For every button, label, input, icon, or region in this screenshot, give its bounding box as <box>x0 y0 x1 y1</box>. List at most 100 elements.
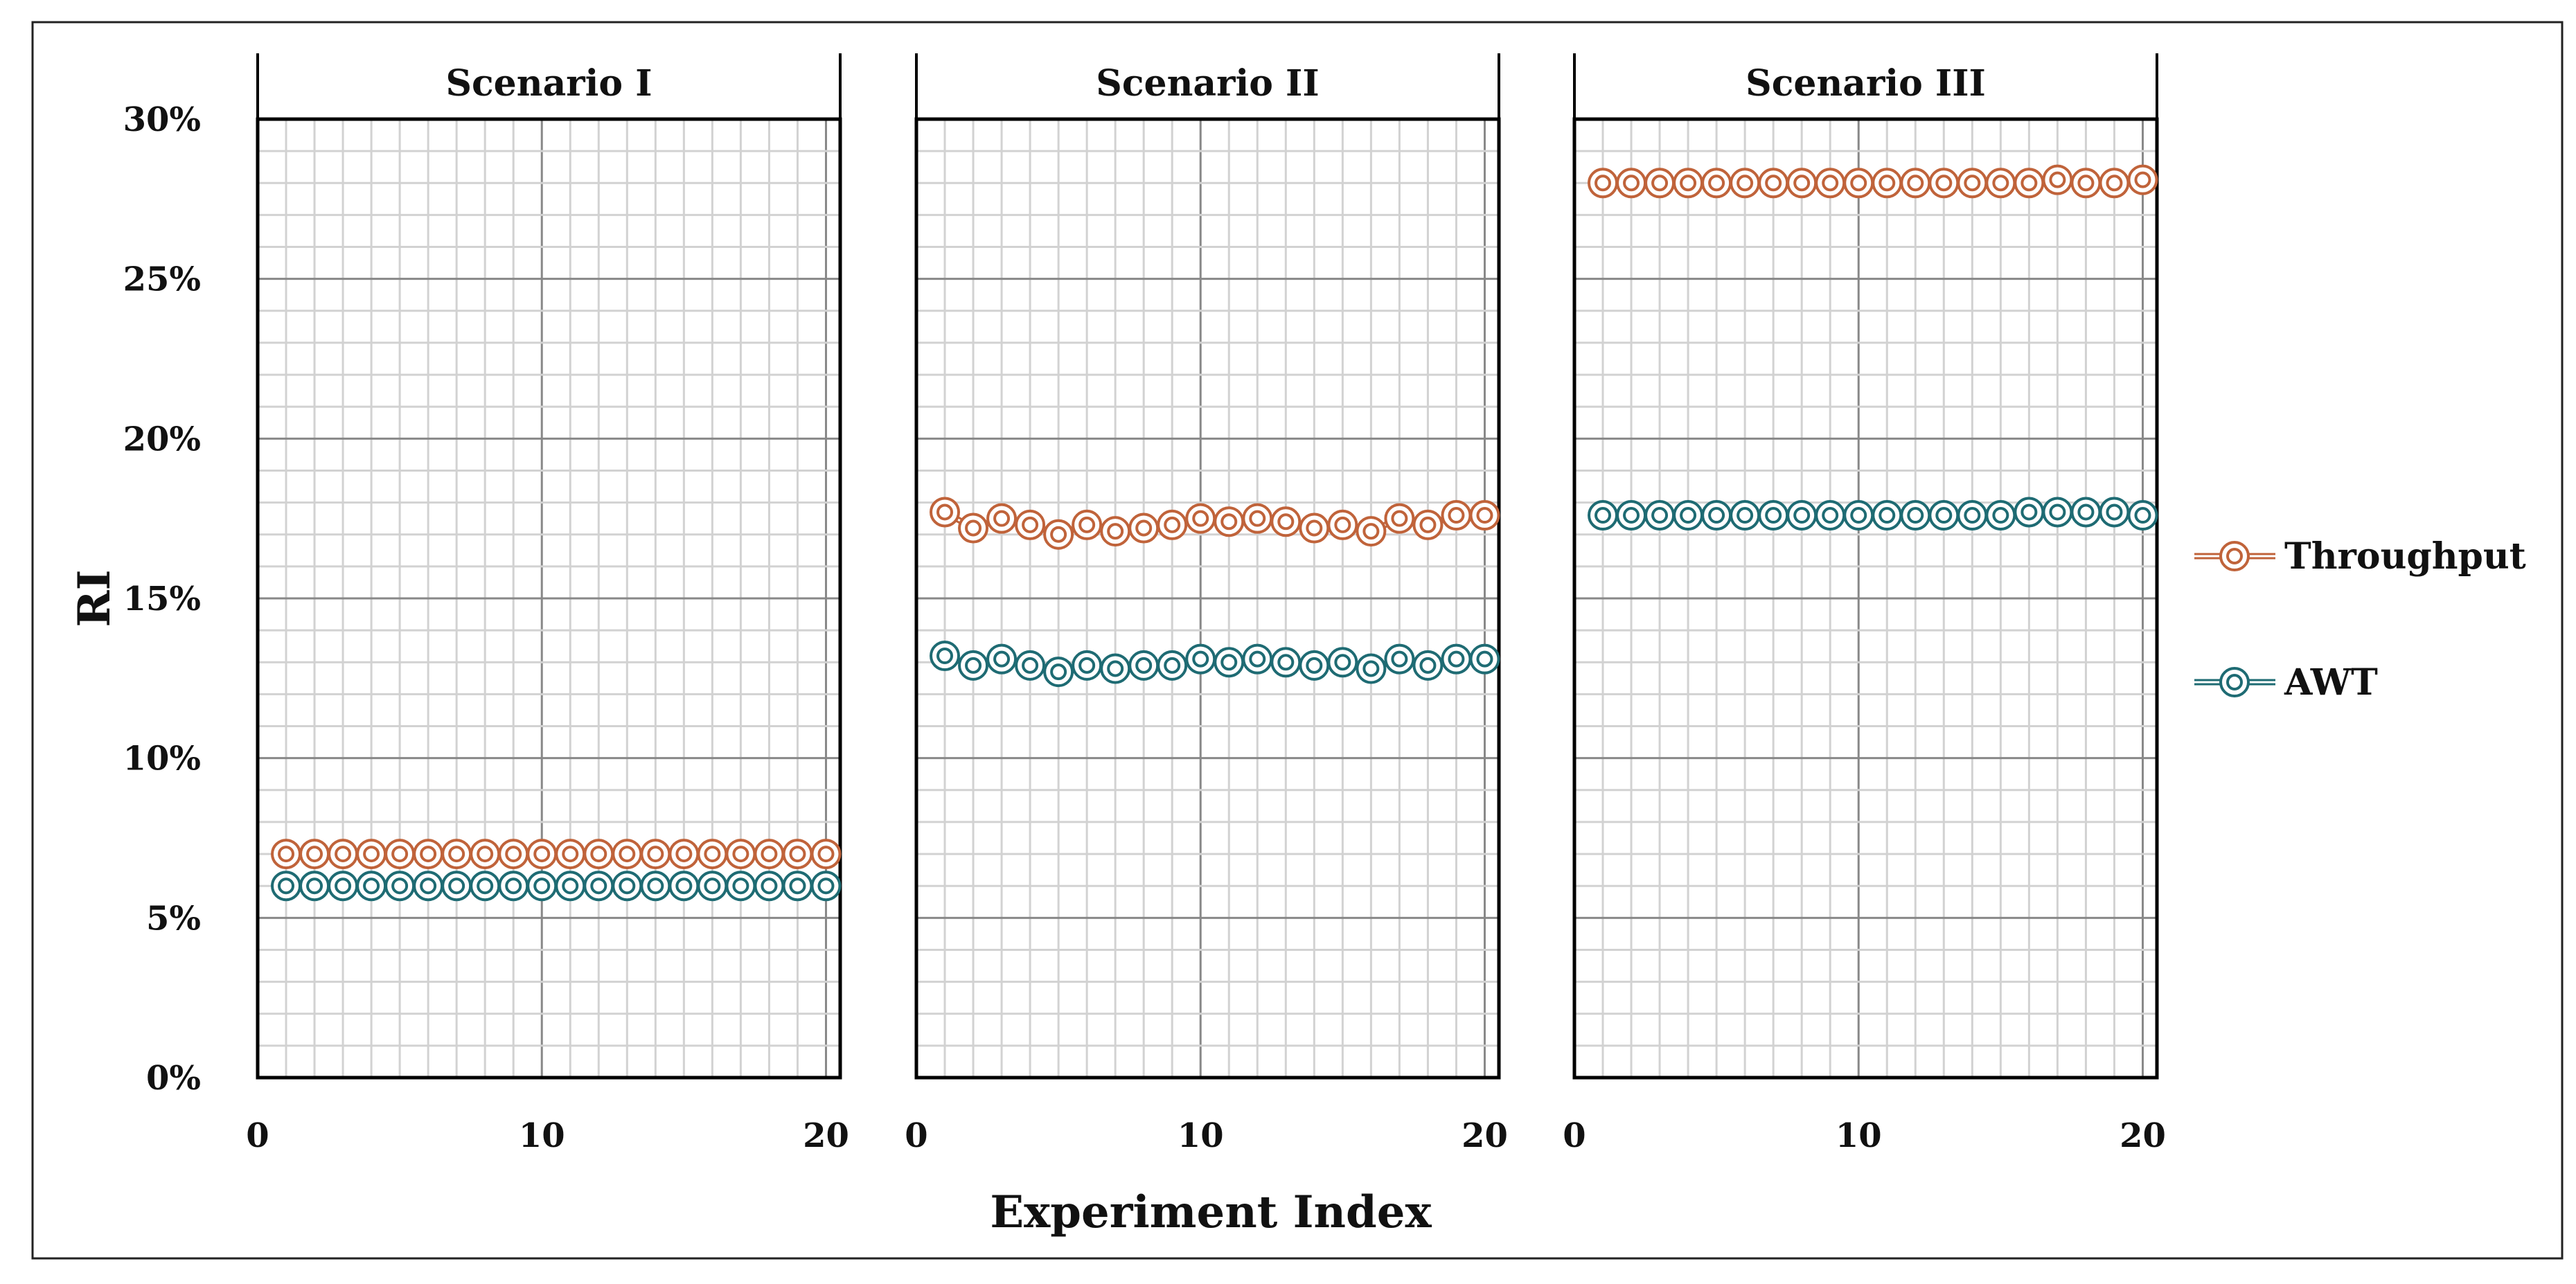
data-point-inner-throughput <box>1822 175 1839 192</box>
data-point-inner-awt <box>1651 507 1669 524</box>
data-point-inner-throughput <box>993 510 1011 527</box>
data-point-inner-throughput <box>1362 523 1380 540</box>
x-tick-label: 0 <box>905 1116 927 1155</box>
data-point-inner-throughput <box>936 503 954 521</box>
figure-border <box>31 21 2564 1260</box>
data-point-inner-awt <box>619 877 636 895</box>
data-point-inner-throughput <box>590 846 607 863</box>
data-point-inner-awt <box>1595 507 1612 524</box>
legend-label-throughput: Throughput <box>2284 535 2526 578</box>
y-tick-label: 15% <box>123 580 201 618</box>
data-point-inner-throughput <box>1391 510 1408 527</box>
data-point-inner-throughput <box>704 846 721 863</box>
data-point-inner-throughput <box>675 846 693 863</box>
data-point-inner-awt <box>1765 507 1782 524</box>
data-point-inner-awt <box>1050 663 1067 681</box>
data-point-inner-throughput <box>1448 507 1465 524</box>
y-tick-label: 10% <box>123 740 201 778</box>
data-point-inner-awt <box>1220 654 1238 671</box>
data-point-inner-awt <box>1793 507 1811 524</box>
data-point-inner-throughput <box>1476 507 1493 524</box>
data-point-inner-awt <box>306 877 323 895</box>
data-point-inner-awt <box>2077 503 2095 521</box>
data-point-inner-throughput <box>1277 513 1295 530</box>
y-axis-title: RI <box>69 569 121 627</box>
data-point-inner-awt <box>533 877 551 895</box>
data-point-inner-throughput <box>2077 175 2095 192</box>
panel-title: Scenario III <box>1746 62 1986 105</box>
data-point-inner-throughput <box>1220 513 1238 530</box>
data-point-inner-awt <box>562 877 579 895</box>
data-point-inner-throughput <box>477 846 494 863</box>
data-point-inner-throughput <box>1050 526 1067 543</box>
data-point-inner-awt <box>761 877 778 895</box>
data-point-inner-throughput <box>306 846 323 863</box>
panel-frame <box>1572 117 2159 1080</box>
data-point-inner-awt <box>647 877 664 895</box>
data-point-inner-throughput <box>505 846 522 863</box>
data-point-inner-throughput <box>1022 516 1039 533</box>
data-point-inner-awt <box>1135 657 1153 674</box>
data-point-inner-awt <box>391 877 409 895</box>
data-point-inner-throughput <box>1935 175 1953 192</box>
data-point-inner-awt <box>965 657 982 674</box>
x-tick-label: 0 <box>1563 1116 1585 1155</box>
data-point-inner-throughput <box>1793 175 1811 192</box>
data-point-inner-awt <box>1277 654 1295 671</box>
data-point-inner-throughput <box>1249 510 1266 527</box>
data-point-inner-throughput <box>1306 519 1323 537</box>
data-point-inner-throughput <box>1651 175 1669 192</box>
data-point-inner-throughput <box>1850 175 1867 192</box>
data-point-inner-throughput <box>1107 523 1124 540</box>
data-point-inner-awt <box>1078 657 1096 674</box>
data-point-inner-awt <box>2020 503 2038 521</box>
data-point-inner-throughput <box>2134 171 2151 188</box>
data-point-inner-throughput <box>363 846 380 863</box>
data-point-inner-awt <box>363 877 380 895</box>
data-point-inner-throughput <box>391 846 409 863</box>
data-point-inner-awt <box>1391 650 1408 668</box>
data-point-inner-awt <box>1935 507 1953 524</box>
data-point-inner-awt <box>1878 507 1896 524</box>
data-point-inner-throughput <box>1765 175 1782 192</box>
data-point-inner-throughput <box>817 846 835 863</box>
data-point-inner-throughput <box>278 846 295 863</box>
data-point-inner-awt <box>1022 657 1039 674</box>
x-tick-label: 20 <box>2120 1116 2166 1155</box>
data-point-inner-throughput <box>1595 175 1612 192</box>
data-point-inner-awt <box>1362 660 1380 677</box>
data-point-inner-throughput <box>2049 171 2066 188</box>
y-tick-label: 20% <box>123 420 201 458</box>
data-point-inner-awt <box>1907 507 1924 524</box>
data-point-inner-awt <box>2134 507 2151 524</box>
legend-marker-inner-awt <box>2226 674 2243 690</box>
data-point-inner-throughput <box>420 846 437 863</box>
data-point-inner-throughput <box>1135 519 1153 537</box>
data-point-inner-throughput <box>1708 175 1725 192</box>
data-point-inner-awt <box>1736 507 1754 524</box>
data-point-inner-awt <box>1623 507 1640 524</box>
data-point-inner-throughput <box>1164 516 1181 533</box>
data-point-inner-awt <box>1107 660 1124 677</box>
data-point-inner-throughput <box>1419 516 1437 533</box>
data-point-inner-throughput <box>1992 175 2009 192</box>
data-point-inner-awt <box>1334 654 1351 671</box>
data-point-inner-throughput <box>789 846 806 863</box>
data-point-inner-throughput <box>1680 175 1697 192</box>
data-point-inner-awt <box>1419 657 1437 674</box>
data-point-inner-awt <box>675 877 693 895</box>
data-point-inner-throughput <box>562 846 579 863</box>
x-tick-label: 20 <box>803 1116 849 1155</box>
data-point-inner-awt <box>704 877 721 895</box>
data-point-inner-awt <box>817 877 835 895</box>
data-point-inner-awt <box>1680 507 1697 524</box>
data-point-inner-awt <box>1850 507 1867 524</box>
legend-marker-inner-throughput <box>2226 548 2243 564</box>
data-point-inner-throughput <box>448 846 465 863</box>
data-point-inner-awt <box>1822 507 1839 524</box>
data-point-inner-throughput <box>533 846 551 863</box>
data-point-inner-awt <box>1992 507 2009 524</box>
y-tick-label: 0% <box>146 1059 201 1098</box>
data-point-inner-awt <box>420 877 437 895</box>
